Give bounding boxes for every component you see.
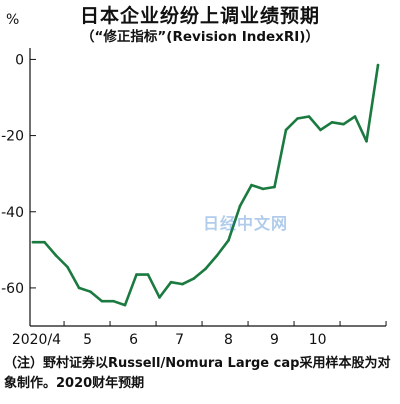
data-point (353, 115, 357, 118)
data-point (227, 239, 230, 242)
data-point (77, 286, 81, 290)
data-point (204, 267, 207, 271)
data-point (169, 280, 173, 284)
data-point (319, 128, 322, 132)
data-point (112, 299, 115, 303)
x-tick-label: 7 (175, 332, 184, 348)
data-point (284, 128, 288, 132)
x-tick-label: 8 (224, 332, 233, 348)
chart-series (31, 63, 380, 307)
y-axis-unit-label: % (6, 12, 19, 28)
data-point (146, 273, 150, 276)
data-point (307, 115, 311, 118)
data-point (365, 140, 368, 143)
data-point (135, 273, 138, 276)
data-point (123, 303, 127, 307)
data-point (100, 299, 104, 303)
data-point (158, 296, 161, 299)
y-tick-label: -40 (1, 205, 24, 221)
data-point (238, 204, 242, 208)
data-point (54, 254, 58, 257)
data-point (376, 63, 380, 67)
x-tick-label: 5 (83, 332, 92, 348)
data-point (181, 282, 184, 286)
watermark-logo: 日经中文网 (203, 214, 289, 233)
chart-title: 日本企业纷纷上调业绩预期 (79, 5, 320, 27)
data-point (43, 240, 46, 244)
data-point (31, 240, 35, 244)
data-point (192, 277, 196, 280)
data-point (261, 187, 265, 191)
y-tick-label: -60 (1, 281, 24, 297)
data-point (330, 121, 334, 124)
footnote: （注）野村证券以Russell/Nomura Large cap采用样本股为对象… (4, 356, 391, 391)
chart-axes (29, 48, 387, 327)
data-point (342, 122, 345, 126)
data-point (66, 265, 69, 269)
data-point (215, 254, 219, 257)
data-point (296, 117, 299, 120)
x-tick-label: 9 (270, 332, 279, 348)
x-tick-label: 6 (129, 332, 138, 348)
y-tick-label: 0 (15, 52, 24, 68)
x-tick-label: 2020/4 (12, 332, 61, 348)
y-tick-label: -20 (1, 129, 24, 145)
data-point (273, 185, 276, 189)
data-point (89, 290, 92, 294)
data-point (250, 183, 253, 187)
x-tick-label: 10 (309, 332, 327, 348)
tick-labels: % 0 -20 -40 -60 2020/4 5 6 7 8 9 10 (1, 12, 326, 348)
chart-subtitle: （“修正指标”(Revision IndexRI)） (81, 29, 319, 45)
